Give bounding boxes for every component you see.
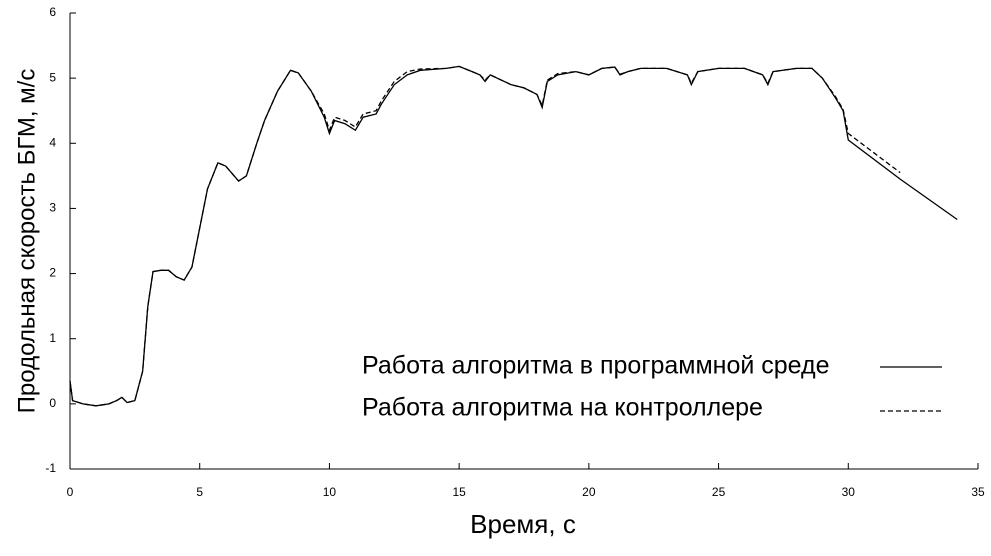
y-axis-label: Продольная скорость БГМ, м/с	[13, 69, 40, 414]
y-tick-label: 6	[49, 5, 56, 19]
y-tick-label: 2	[49, 266, 56, 280]
legend-label: Работа алгоритма в программной среде	[362, 352, 830, 380]
series-line	[69, 65, 958, 407]
x-tick-label: 10	[323, 485, 337, 499]
x-tick-label: 30	[842, 485, 856, 499]
y-tick-label: 3	[49, 201, 56, 215]
x-tick-label: 20	[582, 485, 596, 499]
x-tick-label: 25	[712, 485, 726, 499]
y-tick-label: -1	[45, 461, 56, 475]
x-tick-label: 0	[67, 485, 74, 499]
x-axis-label: Время, с	[470, 509, 576, 539]
y-tick-label: 5	[49, 70, 56, 84]
y-tick-label: 0	[49, 396, 56, 410]
y-tick-label: 1	[49, 331, 56, 345]
x-tick-label: 5	[196, 485, 203, 499]
legend-label: Работа алгоритма на контроллере	[362, 394, 763, 422]
x-tick-label: 15	[452, 485, 466, 499]
y-tick-label: 4	[49, 135, 56, 149]
x-tick-label: 35	[971, 485, 985, 499]
series-line	[69, 65, 901, 407]
